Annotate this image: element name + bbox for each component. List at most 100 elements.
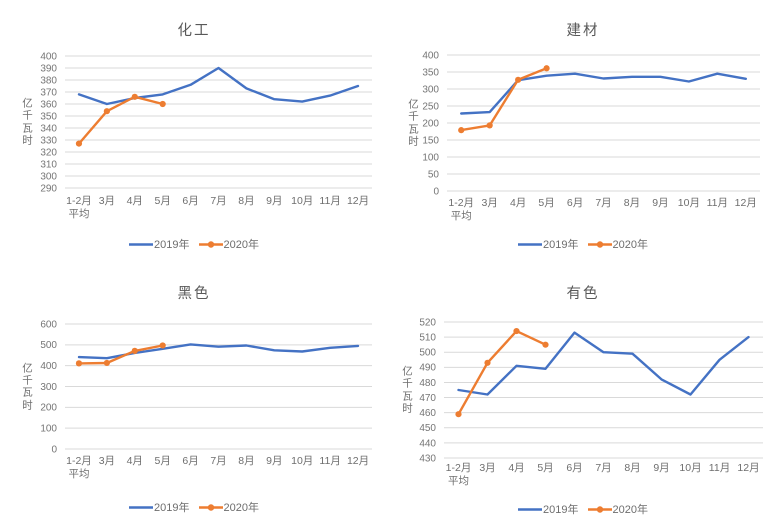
legend-item-2019: 2019年 <box>518 236 579 252</box>
y-tick-label: 400 <box>40 361 57 372</box>
y-tick-label: 200 <box>40 403 57 414</box>
x-category-label: 12月 <box>737 462 759 474</box>
series-line-2020年 <box>77 344 164 365</box>
x-category-label: 11月 <box>319 455 340 467</box>
series-line-2019年 <box>459 72 747 115</box>
y-axis-unit-label: 亿千瓦时 <box>22 361 33 411</box>
legend-label: 2019年 <box>543 239 579 251</box>
y-tick-label: 300 <box>40 382 57 393</box>
y-tick-label: 440 <box>419 438 436 449</box>
x-category-label: 5月 <box>538 197 554 209</box>
data-point-marker <box>75 140 83 147</box>
legend-item-2019: 2019年 <box>129 499 190 515</box>
data-point-marker <box>131 93 138 100</box>
legend-item-2020: 2020年 <box>198 236 259 252</box>
x-category-label: 8月 <box>238 195 254 207</box>
data-point-marker <box>103 359 110 367</box>
x-category-label: 8月 <box>624 197 640 209</box>
x-category-label: 6月 <box>182 195 198 207</box>
x-category-label: 6月 <box>567 197 583 209</box>
y-tick-label: 400 <box>422 50 439 61</box>
y-tick-label: 380 <box>40 75 57 86</box>
y-tick-label: 370 <box>40 87 57 98</box>
x-category-label: 3月 <box>99 195 115 207</box>
y-tick-label: 0 <box>51 444 57 455</box>
chart-legend: 2019年 2020年 <box>389 236 777 252</box>
chart-title: 建材 <box>566 23 600 39</box>
x-category-label: 平均 <box>68 208 89 220</box>
x-category-label: 5月 <box>155 195 171 207</box>
x-category-label: 3月 <box>482 197 498 209</box>
x-category-label: 12月 <box>347 195 369 207</box>
x-category-label: 4月 <box>510 197 526 209</box>
chart-title: 黑色 <box>177 286 211 302</box>
y-tick-label: 150 <box>422 135 439 146</box>
legend-line-2019-icon <box>129 242 154 246</box>
data-point-marker <box>515 76 522 83</box>
chart-ferrous: 0 100 200 300 400 500 600 1-2月 平均 3月 4月 5月 6月 7月 8月 9月 1… <box>0 263 388 525</box>
chart-nonferrous: 430 440 450 460 470 480 490 500 510 520 1-2月 平均 3月 4月… <box>389 263 777 525</box>
y-axis-unit-label: 亿千瓦时 <box>22 97 33 147</box>
data-point-marker <box>484 359 491 366</box>
y-tick-label: 320 <box>40 147 57 158</box>
x-category-label: 10月 <box>291 455 313 467</box>
x-category-label: 7月 <box>595 197 611 209</box>
y-tick-label: 500 <box>40 340 57 351</box>
data-point-marker <box>75 360 83 367</box>
x-category-label: 9月 <box>653 462 669 474</box>
data-point-marker <box>543 65 550 72</box>
x-category-label: 平均 <box>451 210 472 222</box>
x-category-label: 9月 <box>266 455 282 467</box>
data-point-marker <box>131 347 138 354</box>
x-category-label: 1-2月 <box>448 197 474 209</box>
y-tick-label: 360 <box>40 99 57 110</box>
y-tick-label: 330 <box>40 135 57 146</box>
legend-item-2019: 2019年 <box>129 236 190 252</box>
y-tick-label: 350 <box>40 111 57 122</box>
y-tick-label: 500 <box>419 348 436 359</box>
legend-line-2020-icon <box>198 503 223 511</box>
y-tick-label: 250 <box>422 101 439 112</box>
legend-label: 2019年 <box>543 504 579 516</box>
y-tick-label: 300 <box>422 84 439 95</box>
series-line-2020年 <box>77 95 164 145</box>
legend-item-2020: 2020年 <box>587 236 648 252</box>
legend-label: 2020年 <box>223 502 259 514</box>
data-point-marker <box>542 341 549 348</box>
y-axis-unit-label: 亿千瓦时 <box>408 98 419 148</box>
y-tick-label: 450 <box>419 423 436 434</box>
series-line-2020年 <box>459 67 548 132</box>
x-category-label: 8月 <box>624 462 640 474</box>
x-category-label: 6月 <box>566 462 582 474</box>
x-category-label: 7月 <box>210 195 226 207</box>
x-category-label: 4月 <box>508 462 524 474</box>
x-category-label: 11月 <box>709 462 730 474</box>
data-point-marker <box>159 100 166 108</box>
legend-label: 2020年 <box>612 239 648 251</box>
y-tick-label: 600 <box>40 319 57 330</box>
y-axis-unit-label: 亿千瓦时 <box>402 365 413 415</box>
y-tick-label: 340 <box>40 123 57 134</box>
x-category-label: 6月 <box>182 455 198 467</box>
y-tick-label: 520 <box>419 317 436 328</box>
legend-label: 2019年 <box>154 502 190 514</box>
chart-title: 化工 <box>177 23 211 39</box>
legend-item-2020: 2020年 <box>587 501 648 517</box>
legend-line-2020-icon <box>198 240 223 248</box>
x-category-label: 平均 <box>68 468 89 480</box>
series-line-2019年 <box>77 66 360 106</box>
y-tick-label: 50 <box>428 169 440 180</box>
series-line-2019年 <box>457 331 750 396</box>
data-point-marker <box>458 127 465 134</box>
legend-line-2019-icon <box>518 507 543 511</box>
legend-label: 2019年 <box>154 239 190 251</box>
legend-item-2019: 2019年 <box>518 501 579 517</box>
x-category-label: 11月 <box>707 197 728 209</box>
x-category-label: 12月 <box>347 455 369 467</box>
legend-line-2020-icon <box>587 505 612 513</box>
chart-building-materials: 0 50 100 150 200 250 300 350 400 1-2月 平均 3月 4月 5月 6月 7月… <box>389 0 777 262</box>
